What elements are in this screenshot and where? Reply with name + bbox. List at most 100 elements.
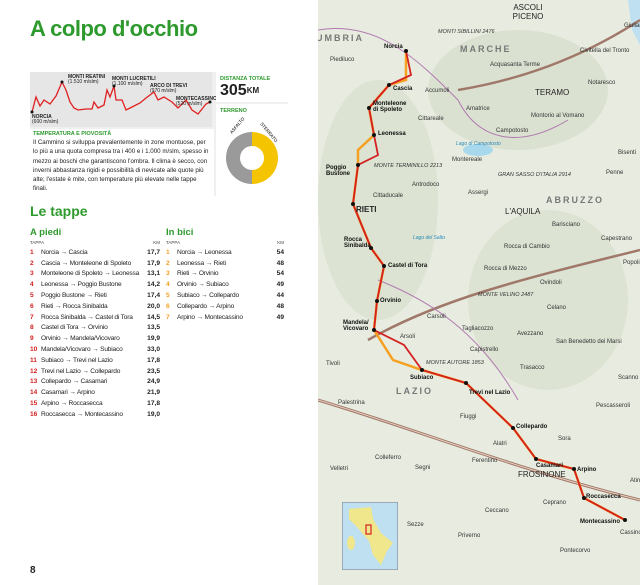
stage-row: 7 Rocca Sinibalda → Castel di Tora 14,5 bbox=[30, 312, 160, 323]
stage-number: 3 bbox=[166, 270, 170, 278]
town-label: Assergi bbox=[468, 190, 489, 196]
town-label: Acquasanta Terme bbox=[490, 62, 540, 68]
town-label: Segni bbox=[415, 465, 431, 471]
stage-number: 2 bbox=[166, 259, 170, 267]
walk-stages-table: A piedi TAPPA KM 1 Norcia → Cascia 17,7 2 Cas… bbox=[30, 227, 160, 420]
town-label: Cittareale bbox=[418, 116, 444, 122]
stage-route: Rieti → Orvinio bbox=[177, 270, 219, 278]
town-label: Montereale bbox=[452, 157, 483, 163]
terrain-donut: ASFALTO STERRATO bbox=[226, 116, 279, 184]
col-km: KM bbox=[153, 240, 160, 245]
stage-row: 6 Rieti → Rocca Sinibalda 20,0 bbox=[30, 301, 160, 312]
stage-route: Collepardo → Casamari bbox=[41, 378, 108, 386]
asphalt-label: ASFALTO bbox=[229, 116, 246, 135]
town-label: Giulianova bbox=[624, 23, 640, 29]
city-frosinone: FROSINONE bbox=[518, 470, 566, 479]
terrain-panel: TERRENO ASFALTO STERRATO bbox=[216, 104, 288, 196]
stage-number: 5 bbox=[166, 292, 170, 300]
town-label: Scanno bbox=[618, 375, 639, 381]
town-label: Montorio al Vomano bbox=[531, 113, 585, 119]
walk-title: A piedi bbox=[30, 227, 62, 238]
town-label: Antrodoco bbox=[412, 182, 440, 188]
stage-row: 13 Collepardo → Casamari 24,9 bbox=[30, 377, 160, 388]
lake-salto: Lago del Salto bbox=[413, 235, 445, 241]
stage-km: 33,0 bbox=[147, 346, 160, 354]
stage-km: 48 bbox=[276, 259, 284, 267]
stop-montecassino: Montecassino bbox=[580, 519, 621, 525]
stop-orvinio: Orvinio bbox=[380, 298, 402, 304]
route-map[interactable]: UMBRIA MARCHE ABRUZZO LAZIO ASCOLI PICEN… bbox=[318, 0, 640, 585]
stage-number: 16 bbox=[30, 410, 38, 418]
stage-route: Subiaco → Collepardo bbox=[177, 292, 239, 300]
profile-label-monti-reatini: MONTI REATINI (1.510 m/slm) bbox=[68, 74, 106, 85]
stage-row: 2 Leonessa → Rieti 48 bbox=[166, 258, 284, 269]
town-label: Accumoli bbox=[425, 88, 450, 94]
city-rieti: RIETI bbox=[356, 205, 377, 214]
stage-number: 12 bbox=[30, 367, 38, 375]
stage-route: Poggio Bustone → Rieti bbox=[41, 292, 107, 300]
stage-number: 15 bbox=[30, 400, 38, 408]
town-label: Tivoli bbox=[326, 361, 340, 367]
col-stage: TAPPA bbox=[166, 240, 181, 245]
stage-number: 5 bbox=[30, 292, 34, 300]
town-label: Civitella del Tronto bbox=[580, 48, 630, 54]
elevation-profile-line bbox=[30, 80, 212, 115]
stage-row: 7 Arpino → Montecassino 49 bbox=[166, 312, 284, 323]
stage-row: 3 Monteleone di Spoleto → Leonessa 13,1 bbox=[30, 269, 160, 280]
stage-route: Roccasecca → Montecassino bbox=[41, 410, 123, 418]
stage-row: 5 Subiaco → Collepardo 44 bbox=[166, 290, 284, 301]
town-label: Carsoli bbox=[427, 314, 446, 320]
stage-route: Orvinio → Mandela/Vicovaro bbox=[41, 335, 120, 343]
mt-autore: MONTE AUTORE 1853 bbox=[426, 360, 484, 366]
town-label: Notaresco bbox=[588, 80, 616, 86]
city-ascoli-piceno: ASCOLI PICENO bbox=[512, 3, 544, 21]
profile-label-arco-di-trevi: ARCO DI TREVI (970 m/slm) bbox=[150, 83, 188, 94]
distance-label: DISTANZA TOTALE bbox=[220, 76, 271, 82]
stop-poggio-bustone: Poggio Bustone bbox=[326, 165, 350, 177]
stage-route: Mandela/Vicovaro → Subiaco bbox=[41, 346, 123, 354]
stage-route: Norcia → Leonessa bbox=[177, 248, 232, 256]
mt-terminillo: MONTE TERMINILLO 2213 bbox=[374, 163, 443, 169]
stage-number: 10 bbox=[30, 346, 38, 354]
terrain-asphalt-slice bbox=[226, 132, 252, 184]
stage-km: 13,5 bbox=[147, 324, 160, 332]
stage-number: 6 bbox=[30, 302, 34, 310]
town-label: Campotosto bbox=[496, 128, 529, 134]
stage-route: Rocca Sinibalda → Castel di Tora bbox=[41, 313, 133, 321]
town-label: Pontecorvo bbox=[560, 548, 591, 554]
stage-route: Castel di Tora → Orvinio bbox=[41, 324, 108, 332]
town-label: Tagliacozzo bbox=[462, 326, 494, 332]
climate-label: TEMPERATURA E PIOVOSITÀ bbox=[33, 131, 112, 137]
stage-number: 4 bbox=[30, 281, 34, 289]
stage-row: 14 Casamari → Arpino 21,9 bbox=[30, 387, 160, 398]
stage-number: 6 bbox=[166, 302, 170, 310]
stop-mandela-vicovaro: Mandela/ Vicovaro bbox=[343, 320, 369, 332]
region-abruzzo: ABRUZZO bbox=[546, 195, 604, 205]
town-label: Piediluco bbox=[330, 57, 355, 63]
stage-km: 14,2 bbox=[147, 281, 160, 289]
stage-number: 13 bbox=[30, 378, 38, 386]
stage-row: 4 Orvinio → Subiaco 49 bbox=[166, 279, 284, 290]
stop-monteleone: Monteleone di Spoleto bbox=[373, 101, 407, 113]
town-label: Cassino bbox=[620, 530, 640, 536]
stage-number: 7 bbox=[30, 313, 34, 321]
stop-arpino: Arpino bbox=[577, 467, 597, 473]
elevation-profile: NORCIA (600 m/slm) MONTI REATINI (1.510 m/… bbox=[30, 72, 217, 127]
stage-row: 1 Norcia → Leonessa 54 bbox=[166, 247, 284, 258]
route-walk bbox=[352, 50, 626, 521]
town-label: Rocca di Mezzo bbox=[484, 266, 527, 272]
stop-castel-di-tora: Castel di Tora bbox=[388, 263, 428, 269]
stop-rocca-sinibalda: Rocca Sinibalda bbox=[344, 237, 371, 249]
stop-cascia: Cascia bbox=[393, 86, 413, 92]
town-label: Ferentino bbox=[472, 458, 498, 464]
stage-number: 1 bbox=[30, 248, 34, 256]
profile-label-montecassino: MONTECASSINO (520 m/slm) bbox=[176, 96, 217, 107]
stage-row: 3 Rieti → Orvinio 54 bbox=[166, 269, 284, 280]
profile-label-norcia: NORCIA (600 m/slm) bbox=[32, 114, 59, 125]
overview-box: NORCIA (600 m/slm) MONTI REATINI (1.510 m/… bbox=[30, 72, 288, 196]
stage-km: 17,8 bbox=[147, 400, 160, 408]
town-label: Arsoli bbox=[400, 334, 416, 340]
stage-km: 54 bbox=[276, 270, 284, 278]
stop-norcia: Norcia bbox=[384, 44, 403, 50]
region-lazio: LAZIO bbox=[396, 386, 433, 396]
